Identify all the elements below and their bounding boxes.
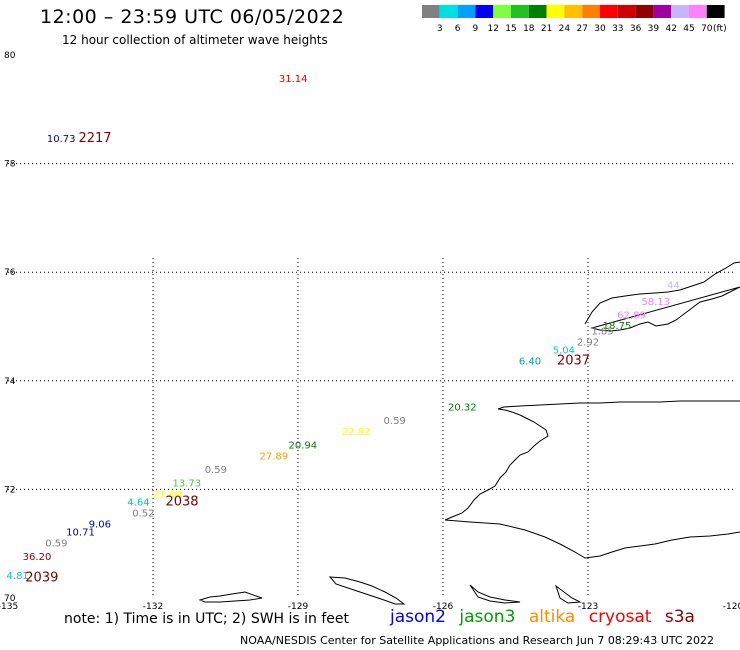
scale-label: 36 — [630, 24, 642, 34]
satellite-label: jason3 — [459, 607, 516, 627]
scale-label: 6 — [455, 24, 461, 34]
wave-height-value: 22.82 — [342, 427, 371, 438]
scale-label: 18 — [523, 24, 535, 34]
lon-tick-label: -135 — [0, 602, 18, 612]
wave-height-value: 36.20 — [23, 552, 52, 563]
wave-height-value: 0.59 — [205, 465, 227, 476]
pass-labels-layer: 2217 2037 2038 2039 — [25, 131, 590, 586]
scale-label: 12 — [487, 24, 498, 34]
coastline — [198, 261, 740, 605]
wave-height-value: 10.73 — [47, 134, 76, 145]
credit-footer: NOAA/NESDIS Center for Satellite Applica… — [240, 634, 715, 647]
scale-swatch — [582, 5, 600, 18]
satellite-label: s3a — [664, 607, 695, 627]
scale-label: 27 — [576, 24, 587, 34]
scale-swatch — [600, 5, 618, 18]
lat-tick-label: 70 — [4, 594, 16, 604]
graticule: -135 -132 -129 -126 -123 -120 80 78 76 74 72 70 — [0, 51, 740, 612]
lon-tick-label: -132 — [143, 602, 163, 612]
scale-label: 45 — [683, 24, 694, 34]
lon-tick-label: -120 — [723, 602, 740, 612]
wave-height-value: 18.75 — [603, 321, 632, 332]
lon-tick-label: -123 — [578, 602, 598, 612]
scale-swatch — [706, 5, 725, 18]
scale-swatch — [617, 5, 636, 18]
wave-height-value: 0.52 — [132, 509, 154, 520]
lon-tick-label: -129 — [288, 602, 309, 612]
scale-label: 39 — [648, 24, 660, 34]
wave-height-value: 0.59 — [45, 538, 67, 549]
coastline-island-north — [584, 261, 740, 332]
wave-height-value: 5.04 — [553, 346, 575, 357]
pass-time-label: 2037 — [557, 354, 590, 369]
pass-time-label: 2038 — [165, 495, 198, 510]
satellite-legend: jason2 jason3 altika cryosat s3a — [390, 607, 703, 627]
lon-tick-label: -126 — [433, 602, 454, 612]
wave-height-value: 21.00 — [153, 490, 182, 501]
scale-label: 24 — [559, 24, 571, 34]
pass-time-label: 2217 — [78, 131, 111, 146]
page-subtitle: 12 hour collection of altimeter wave hei… — [62, 33, 328, 47]
scale-swatch — [564, 5, 583, 18]
lat-tick-label: 74 — [4, 377, 16, 387]
scale-swatch — [546, 5, 565, 18]
footnote: note: 1) Time is in UTC; 2) SWH is in fe… — [64, 611, 350, 627]
scale-swatch — [475, 5, 494, 18]
wave-height-value: 44. — [667, 280, 683, 291]
wave-height-value: 13.73 — [173, 479, 202, 490]
lat-tick-label: 80 — [4, 51, 16, 61]
scale-swatch — [422, 5, 440, 18]
wave-height-value: 27.89 — [260, 452, 289, 463]
coastline-mainland-east — [444, 519, 740, 559]
scale-swatch — [511, 5, 529, 18]
scale-label: 33 — [612, 24, 623, 34]
scale-label: 70 — [701, 24, 713, 34]
wave-height-value: 2.92 — [577, 338, 599, 349]
color-scale-legend: 3 6 9 12 15 18 21 24 27 30 33 36 39 42 45 70 (ft) — [422, 5, 727, 34]
wave-height-value: 0.59 — [384, 416, 406, 427]
pass-time-label: 2039 — [25, 571, 58, 586]
scale-swatch — [671, 5, 689, 18]
satellite-label: cryosat — [588, 607, 652, 627]
scale-label: 42 — [665, 24, 676, 34]
satellite-label: altika — [528, 607, 576, 627]
observation-layer: 31.14 10.73 44. 58.13 62.8918.751.852.925.04… — [7, 74, 683, 582]
lat-tick-label: 72 — [4, 485, 15, 495]
scale-label: 21 — [541, 24, 552, 34]
wave-height-value: 4.64 — [127, 498, 149, 509]
wave-height-value: 1.85 — [591, 327, 613, 338]
wave-height-value: 31.14 — [279, 74, 308, 85]
wave-height-value: 20.94 — [289, 441, 318, 452]
satellite-label: jason2 — [390, 607, 446, 627]
scale-label: 3 — [437, 24, 443, 34]
scale-unit: (ft) — [713, 24, 727, 34]
coastline-mainland — [444, 400, 740, 521]
page-title: 12:00 – 23:59 UTC 06/05/2022 — [40, 6, 345, 28]
wave-height-value: 9.06 — [89, 519, 111, 530]
wave-height-value: 10.71 — [66, 528, 95, 539]
wave-height-value: 58.13 — [641, 297, 670, 308]
coastline-southern-islands — [198, 576, 582, 605]
wave-height-value: 6.40 — [519, 357, 541, 368]
scale-swatch — [457, 5, 476, 18]
lat-tick-label: 76 — [4, 268, 16, 278]
scale-swatch — [689, 5, 707, 18]
scale-swatch — [528, 5, 547, 18]
scale-label: 30 — [594, 24, 606, 34]
scale-swatch — [653, 5, 672, 18]
scale-swatch — [493, 5, 511, 18]
scale-swatch — [635, 5, 654, 18]
scale-label: 9 — [473, 24, 479, 34]
scale-swatch — [439, 5, 458, 18]
wave-height-value: 20.32 — [448, 403, 477, 414]
scale-label: 15 — [505, 24, 516, 34]
wave-height-value: 4.81 — [7, 571, 29, 582]
wave-height-value: 62.89 — [617, 310, 646, 321]
lat-tick-label: 78 — [4, 160, 16, 170]
